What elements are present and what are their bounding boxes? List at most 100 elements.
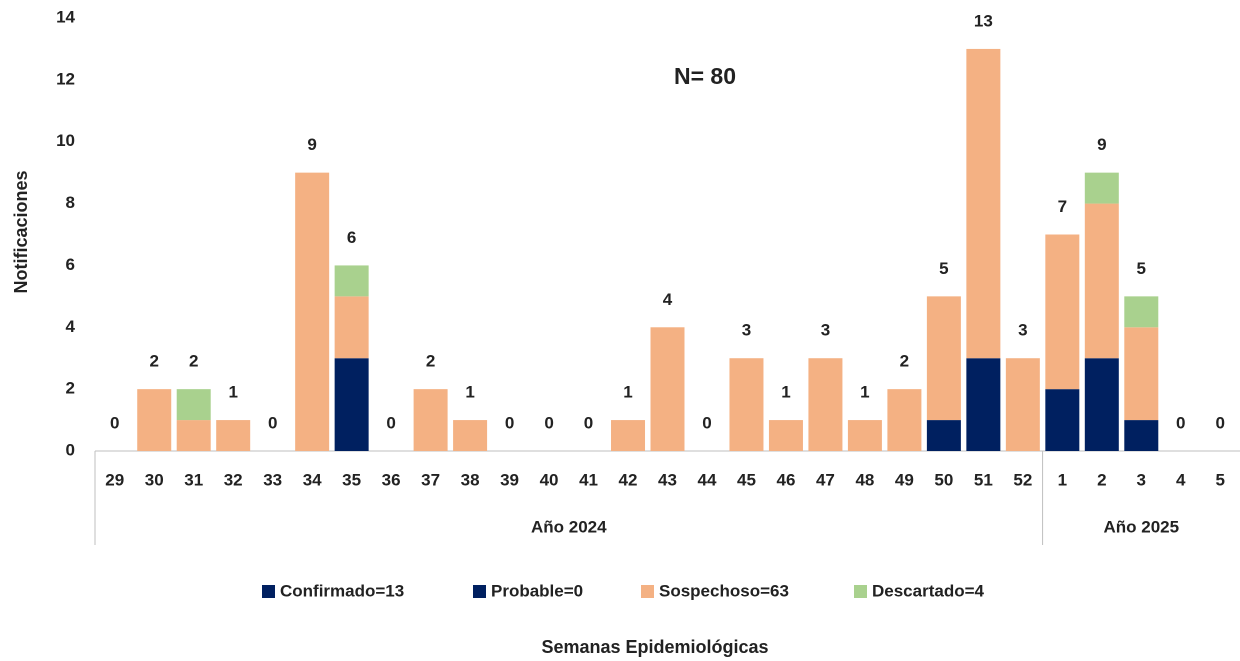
x-tick-label: 45 bbox=[737, 470, 756, 489]
x-tick-label: 50 bbox=[934, 470, 953, 489]
bar-segment bbox=[1045, 389, 1080, 451]
bar-segment bbox=[413, 389, 448, 451]
y-tick-label: 2 bbox=[66, 379, 75, 398]
bar-segment bbox=[808, 358, 843, 451]
bar-segment bbox=[295, 172, 330, 451]
bar-segment bbox=[650, 327, 685, 451]
bar-segment bbox=[176, 389, 211, 421]
x-tick-label: 37 bbox=[421, 470, 440, 489]
data-label: 3 bbox=[742, 321, 751, 340]
x-tick-label: 52 bbox=[1013, 470, 1032, 489]
x-axis-title: Semanas Epidemiológicas bbox=[541, 637, 768, 657]
bar-segment bbox=[1124, 327, 1159, 421]
x-tick-label: 29 bbox=[105, 470, 124, 489]
y-tick-label: 10 bbox=[56, 131, 75, 150]
x-tick-label: 41 bbox=[579, 470, 598, 489]
bar-segment bbox=[1045, 234, 1080, 390]
x-tick-label: 35 bbox=[342, 470, 361, 489]
bar-segment bbox=[1084, 203, 1119, 359]
bar-segment bbox=[966, 48, 1001, 359]
data-label: 1 bbox=[623, 383, 632, 402]
x-tick-label: 47 bbox=[816, 470, 835, 489]
bar-segment bbox=[611, 420, 646, 451]
annotation: N= 80 bbox=[674, 63, 736, 89]
x-tick-label: 5 bbox=[1216, 470, 1225, 489]
y-tick-label: 0 bbox=[66, 440, 75, 459]
group-label: Año 2025 bbox=[1103, 517, 1179, 536]
x-tick-label: 36 bbox=[382, 470, 401, 489]
y-tick-label: 8 bbox=[66, 193, 75, 212]
x-tick-label: 42 bbox=[619, 470, 638, 489]
data-label: 0 bbox=[1176, 413, 1185, 432]
x-tick-label: 38 bbox=[461, 470, 480, 489]
x-tick-label: 4 bbox=[1176, 470, 1186, 489]
data-label: 0 bbox=[544, 413, 553, 432]
bar-segment bbox=[1124, 420, 1159, 451]
x-tick-label: 34 bbox=[303, 470, 322, 489]
bar-segment bbox=[926, 420, 961, 451]
data-label: 0 bbox=[386, 413, 395, 432]
data-label: 1 bbox=[781, 383, 790, 402]
x-tick-label: 49 bbox=[895, 470, 914, 489]
x-tick-label: 30 bbox=[145, 470, 164, 489]
data-label: 0 bbox=[268, 413, 277, 432]
y-tick-label: 12 bbox=[56, 69, 75, 88]
y-tick-label: 4 bbox=[66, 317, 76, 336]
bar-segment bbox=[1084, 172, 1119, 204]
legend-label: Sospechoso=63 bbox=[659, 581, 789, 600]
x-tick-label: 43 bbox=[658, 470, 677, 489]
bar-segment bbox=[847, 420, 882, 451]
data-label: 5 bbox=[1137, 259, 1146, 278]
legend-label: Confirmado=13 bbox=[280, 581, 404, 600]
legend-swatch bbox=[262, 585, 275, 598]
legend-label: Descartado=4 bbox=[872, 581, 985, 600]
data-label: 2 bbox=[189, 352, 198, 371]
x-tick-label: 40 bbox=[540, 470, 559, 489]
bar-segment bbox=[334, 296, 369, 359]
legend-swatch bbox=[473, 585, 486, 598]
data-label: 3 bbox=[821, 321, 830, 340]
legend-label: Probable=0 bbox=[491, 581, 583, 600]
x-tick-label: 1 bbox=[1058, 470, 1067, 489]
x-tick-label: 48 bbox=[855, 470, 874, 489]
bar-segment bbox=[176, 420, 211, 451]
bar-segment bbox=[729, 358, 764, 451]
x-tick-label: 44 bbox=[698, 470, 717, 489]
data-label: 0 bbox=[584, 413, 593, 432]
bar-segment bbox=[334, 265, 369, 297]
bar-segment bbox=[926, 296, 961, 421]
x-tick-label: 51 bbox=[974, 470, 993, 489]
legend-swatch bbox=[854, 585, 867, 598]
data-label: 4 bbox=[663, 290, 673, 309]
bar-segment bbox=[216, 420, 251, 451]
x-tick-label: 39 bbox=[500, 470, 519, 489]
group-label: Año 2024 bbox=[531, 517, 607, 536]
bar-segment bbox=[334, 358, 369, 451]
bar-segment bbox=[887, 389, 922, 451]
data-label: 3 bbox=[1018, 321, 1027, 340]
bar-segment bbox=[1124, 296, 1159, 328]
data-label: 0 bbox=[110, 413, 119, 432]
data-label: 7 bbox=[1058, 197, 1067, 216]
x-tick-label: 31 bbox=[184, 470, 203, 489]
data-label: 9 bbox=[1097, 135, 1106, 154]
data-label: 0 bbox=[702, 413, 711, 432]
y-axis-title: Notificaciones bbox=[11, 170, 31, 293]
data-label: 1 bbox=[228, 383, 237, 402]
bar-segment bbox=[137, 389, 172, 451]
y-tick-label: 14 bbox=[56, 7, 75, 26]
data-label: 2 bbox=[900, 352, 909, 371]
data-label: 13 bbox=[974, 11, 993, 30]
bar-segment bbox=[1084, 358, 1119, 451]
data-label: 0 bbox=[1216, 413, 1225, 432]
legend-swatch bbox=[641, 585, 654, 598]
x-tick-label: 46 bbox=[776, 470, 795, 489]
data-label: 5 bbox=[939, 259, 948, 278]
x-tick-label: 2 bbox=[1097, 470, 1106, 489]
data-label: 0 bbox=[505, 413, 514, 432]
data-label: 2 bbox=[426, 352, 435, 371]
x-tick-label: 33 bbox=[263, 470, 282, 489]
data-label: 1 bbox=[465, 383, 474, 402]
bar-segment bbox=[1005, 358, 1040, 451]
